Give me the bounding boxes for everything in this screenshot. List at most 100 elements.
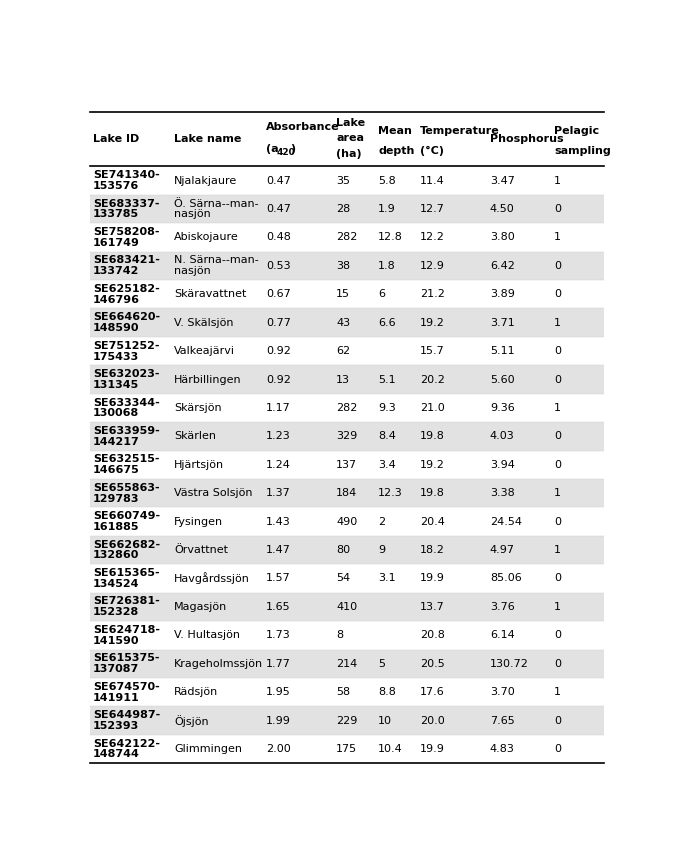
Text: area: area: [336, 133, 364, 143]
Bar: [90, 112, 604, 166]
Text: 20.8: 20.8: [420, 631, 445, 640]
Text: 133785: 133785: [93, 209, 139, 220]
Text: 12.3: 12.3: [378, 488, 403, 498]
Text: nasjön: nasjön: [174, 209, 211, 220]
Text: 2: 2: [378, 516, 385, 527]
Text: 19.8: 19.8: [420, 488, 445, 498]
Text: 175: 175: [336, 744, 357, 754]
Text: 152328: 152328: [93, 607, 139, 618]
Text: 38: 38: [336, 261, 350, 271]
Text: 2.00: 2.00: [266, 744, 291, 754]
Text: 0: 0: [554, 631, 561, 640]
Text: 137: 137: [336, 460, 357, 470]
Text: 21.2: 21.2: [420, 289, 445, 299]
Text: 1.9: 1.9: [378, 204, 396, 214]
Text: V. Hultasjön: V. Hultasjön: [174, 631, 240, 640]
Text: 0: 0: [554, 516, 561, 527]
Bar: [90, 564, 604, 593]
Text: 0: 0: [554, 460, 561, 470]
Text: 175433: 175433: [93, 351, 139, 362]
Text: 6.14: 6.14: [490, 631, 515, 640]
Text: 20.5: 20.5: [420, 659, 445, 669]
Text: 9.3: 9.3: [378, 403, 396, 413]
Bar: [90, 707, 604, 734]
Text: 0: 0: [554, 375, 561, 385]
Text: 0: 0: [554, 573, 561, 584]
Text: 85.06: 85.06: [490, 573, 521, 584]
Text: 13.7: 13.7: [420, 602, 445, 612]
Text: 17.6: 17.6: [420, 687, 445, 697]
Text: 0.47: 0.47: [266, 204, 291, 214]
Text: 35: 35: [336, 176, 350, 186]
Text: 129783: 129783: [93, 494, 139, 503]
Text: Njalakjaure: Njalakjaure: [174, 176, 238, 186]
Text: SE615365-: SE615365-: [93, 568, 160, 578]
Text: 0: 0: [554, 346, 561, 356]
Text: 4.50: 4.50: [490, 204, 515, 214]
Text: 0: 0: [554, 261, 561, 271]
Text: 6: 6: [378, 289, 385, 299]
Text: Härbillingen: Härbillingen: [174, 375, 242, 385]
Text: Pelagic: Pelagic: [554, 126, 599, 136]
Bar: [90, 223, 604, 252]
Text: 146796: 146796: [93, 295, 140, 304]
Text: 80: 80: [336, 545, 350, 555]
Text: 0.48: 0.48: [266, 233, 291, 242]
Text: SE625182-: SE625182-: [93, 284, 160, 294]
Text: 144217: 144217: [93, 437, 139, 447]
Text: 130068: 130068: [93, 408, 139, 419]
Text: 1: 1: [554, 602, 561, 612]
Text: 1.43: 1.43: [266, 516, 291, 527]
Text: 1: 1: [554, 545, 561, 555]
Text: 12.2: 12.2: [420, 233, 445, 242]
Text: SE674570-: SE674570-: [93, 682, 160, 692]
Text: SE633344-: SE633344-: [93, 398, 160, 407]
Text: 1: 1: [554, 233, 561, 242]
Text: SE624718-: SE624718-: [93, 625, 160, 635]
Text: 54: 54: [336, 573, 350, 584]
Bar: [90, 650, 604, 678]
Text: 184: 184: [336, 488, 357, 498]
Text: 1.17: 1.17: [266, 403, 291, 413]
Text: Lake name: Lake name: [174, 134, 242, 144]
Bar: [90, 252, 604, 280]
Text: Phosphorus: Phosphorus: [490, 134, 563, 144]
Text: 19.9: 19.9: [420, 744, 445, 754]
Text: ): ): [290, 144, 296, 154]
Text: Hjärtsjön: Hjärtsjön: [174, 460, 224, 470]
Text: 3.89: 3.89: [490, 289, 515, 299]
Text: 5.60: 5.60: [490, 375, 515, 385]
Text: Absorbance: Absorbance: [266, 122, 340, 132]
Text: 0: 0: [554, 204, 561, 214]
Text: 19.9: 19.9: [420, 573, 445, 584]
Text: 6.6: 6.6: [378, 317, 395, 328]
Text: Havgårdssjön: Havgårdssjön: [174, 573, 250, 585]
Text: nasjön: nasjön: [174, 266, 211, 276]
Bar: [90, 621, 604, 650]
Text: Skärlen: Skärlen: [174, 432, 216, 441]
Text: Lake ID: Lake ID: [93, 134, 139, 144]
Text: 1.57: 1.57: [266, 573, 291, 584]
Text: SE655863-: SE655863-: [93, 483, 160, 493]
Text: SE758208-: SE758208-: [93, 227, 160, 237]
Bar: [90, 479, 604, 508]
Text: 12.8: 12.8: [378, 233, 403, 242]
Text: Magasjön: Magasjön: [174, 602, 227, 612]
Text: sampling: sampling: [554, 146, 611, 156]
Text: 8: 8: [336, 631, 343, 640]
Bar: [90, 336, 604, 365]
Text: 20.0: 20.0: [420, 715, 445, 726]
Text: 12.7: 12.7: [420, 204, 445, 214]
Bar: [90, 166, 604, 195]
Text: SE642122-: SE642122-: [93, 739, 160, 748]
Text: 1.99: 1.99: [266, 715, 291, 726]
Text: Rädsjön: Rädsjön: [174, 687, 218, 697]
Text: V. Skälsjön: V. Skälsjön: [174, 317, 234, 328]
Text: SE644987-: SE644987-: [93, 710, 160, 721]
Text: 0: 0: [554, 715, 561, 726]
Text: 24.54: 24.54: [490, 516, 522, 527]
Text: 4.03: 4.03: [490, 432, 515, 441]
Text: SE664620-: SE664620-: [93, 312, 160, 323]
Text: 0.53: 0.53: [266, 261, 291, 271]
Bar: [90, 365, 604, 394]
